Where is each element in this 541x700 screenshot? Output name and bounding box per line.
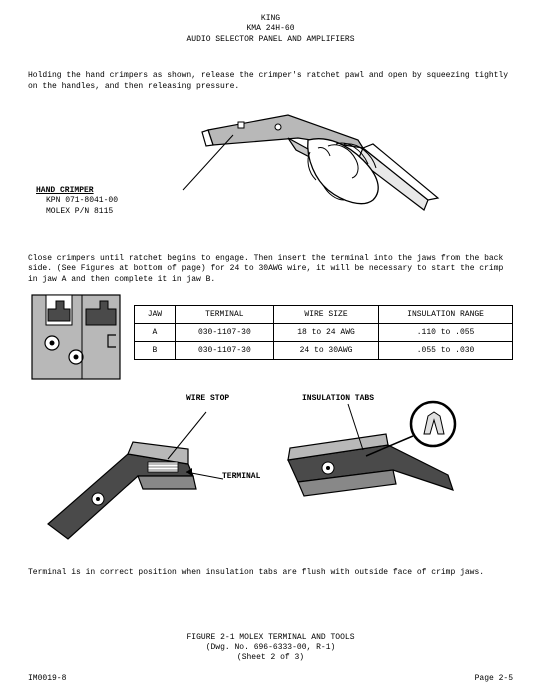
hand-crimper-figure: HAND CRIMPER KPN 071-8041-00 MOLEX P/N 8… (28, 98, 513, 248)
figure-caption: FIGURE 2-1 MOLEX TERMINAL AND TOOLS (Dwg… (28, 633, 513, 664)
hand-crimper-title: HAND CRIMPER (36, 186, 118, 196)
header-line-1: KING (28, 14, 513, 24)
crimp-diagrams: WIRE STOP INSULATION TABS TERMINAL (28, 394, 513, 562)
th-jaw: JAW (135, 306, 176, 324)
paragraph-3: Terminal is in correct position when ins… (28, 568, 513, 578)
jaw-table: JAW TERMINAL WIRE SIZE INSULATION RANGE … (134, 305, 513, 360)
kpn-label: KPN 071-8041-00 (46, 196, 118, 206)
cell: .055 to .030 (379, 342, 513, 360)
header-line-2: KMA 24H-60 (28, 24, 513, 34)
molex-label: MOLEX P/N 8115 (46, 207, 118, 217)
footer-right: Page 2-5 (475, 674, 513, 683)
header-line-3: AUDIO SELECTOR PANEL AND AMPLIFIERS (28, 35, 513, 45)
jaw-and-table-row: JAW TERMINAL WIRE SIZE INSULATION RANGE … (28, 291, 513, 386)
page-footer: IM0019-8 Page 2-5 (28, 674, 513, 683)
table-header-row: JAW TERMINAL WIRE SIZE INSULATION RANGE (135, 306, 513, 324)
table-row: A 030-1107-30 18 to 24 AWG .110 to .055 (135, 324, 513, 342)
footer-left: IM0019-8 (28, 674, 66, 683)
hand-crimper-label-block: HAND CRIMPER KPN 071-8041-00 MOLEX P/N 8… (36, 186, 118, 217)
jaw-detail-figure (28, 291, 124, 386)
table-row: B 030-1107-30 24 to 30AWG .055 to .030 (135, 342, 513, 360)
crimper-illustration (178, 90, 478, 250)
wire-stop-label: WIRE STOP (186, 394, 229, 403)
caption-line-2: (Dwg. No. 696-6333-00, R-1) (28, 643, 513, 653)
page-header: KING KMA 24H-60 AUDIO SELECTOR PANEL AND… (28, 14, 513, 45)
cell: B (135, 342, 176, 360)
paragraph-2: Close crimpers until ratchet begins to e… (28, 254, 513, 285)
left-crimp-diagram (38, 404, 238, 564)
paragraph-1: Holding the hand crimpers as shown, rele… (28, 71, 513, 92)
cell: 030-1107-30 (175, 342, 273, 360)
cell: 030-1107-30 (175, 324, 273, 342)
cell: A (135, 324, 176, 342)
th-terminal: TERMINAL (175, 306, 273, 324)
cell: 24 to 30AWG (273, 342, 378, 360)
cell: .110 to .055 (379, 324, 513, 342)
caption-line-3: (Sheet 2 of 3) (28, 653, 513, 663)
jaw-table-wrap: JAW TERMINAL WIRE SIZE INSULATION RANGE … (134, 291, 513, 386)
caption-line-1: FIGURE 2-1 MOLEX TERMINAL AND TOOLS (28, 633, 513, 643)
right-crimp-diagram (268, 400, 498, 560)
th-wire-size: WIRE SIZE (273, 306, 378, 324)
th-insulation: INSULATION RANGE (379, 306, 513, 324)
cell: 18 to 24 AWG (273, 324, 378, 342)
